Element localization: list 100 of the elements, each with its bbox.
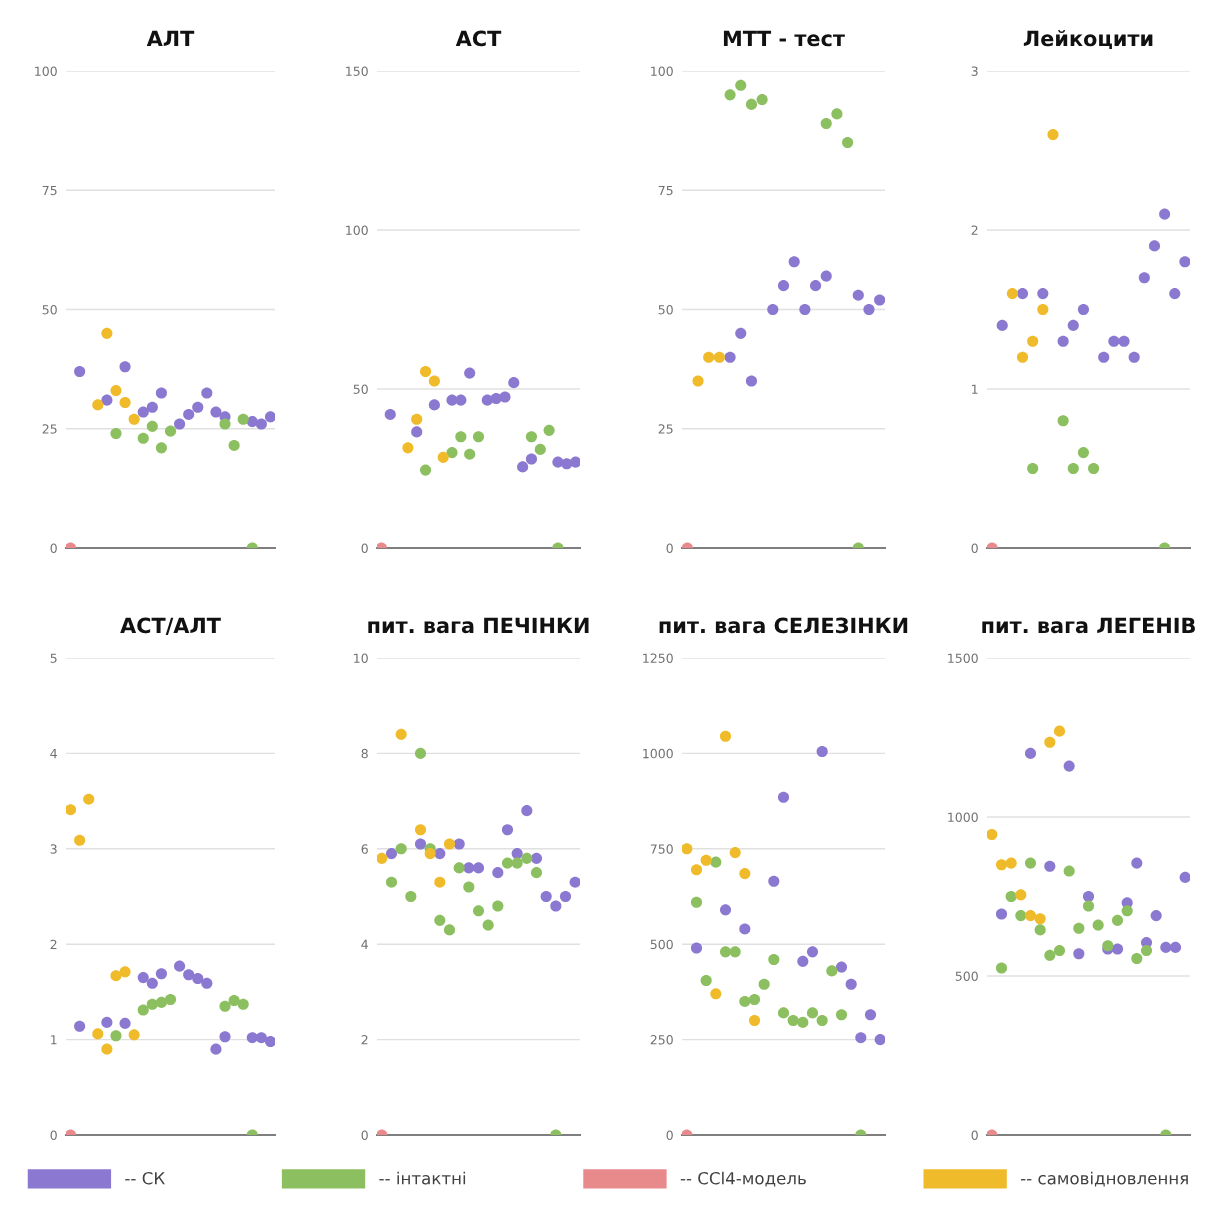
- point: [1037, 303, 1049, 316]
- point: [777, 280, 790, 292]
- point: [146, 420, 158, 432]
- point: [1016, 288, 1029, 300]
- point: [443, 924, 456, 936]
- point: [799, 303, 811, 316]
- point: [874, 294, 885, 306]
- point: [987, 828, 998, 841]
- point: [1024, 747, 1037, 759]
- point: [110, 385, 122, 397]
- point: [192, 401, 204, 413]
- point: [1063, 865, 1075, 877]
- point: [472, 862, 485, 874]
- point: [1027, 335, 1039, 347]
- point: [521, 852, 533, 864]
- point: [482, 919, 494, 931]
- chart-title: Лейкоцити: [1023, 30, 1153, 49]
- point: [719, 946, 732, 958]
- point: [1160, 941, 1172, 953]
- chart-title: пит. вага ПЕЧІНКИ: [368, 617, 589, 634]
- point: [228, 994, 240, 1007]
- point: [414, 747, 427, 759]
- point: [110, 427, 122, 440]
- chart-title: АСТ/АЛТ: [120, 617, 221, 635]
- point: [137, 1004, 149, 1016]
- y-tick-label: 500: [650, 939, 673, 950]
- point: [521, 805, 533, 817]
- y-tick-label: 150: [346, 66, 368, 76]
- point: [419, 365, 432, 378]
- point: [1082, 900, 1095, 912]
- point: [101, 394, 113, 406]
- point: [713, 351, 725, 363]
- y-tick-label: 1000: [643, 748, 673, 759]
- point: [246, 1032, 258, 1044]
- point: [228, 439, 240, 451]
- point: [464, 448, 476, 460]
- y-tick-label: 1: [51, 1035, 57, 1045]
- point: [453, 862, 465, 874]
- y-tick-label: 100: [651, 66, 673, 76]
- y-tick-label: 3: [50, 844, 57, 854]
- point: [1159, 208, 1171, 220]
- legend-label: -- інтактні: [379, 1171, 466, 1185]
- point: [739, 868, 751, 880]
- point: [1092, 919, 1104, 931]
- point: [1067, 319, 1079, 331]
- y-tick-label: 0: [361, 543, 368, 553]
- point: [820, 270, 832, 282]
- point: [525, 431, 538, 443]
- point: [1053, 945, 1066, 957]
- point: [864, 1009, 877, 1021]
- point: [758, 978, 770, 990]
- point: [119, 1017, 131, 1029]
- point: [835, 1009, 848, 1021]
- point: [411, 426, 423, 438]
- point: [831, 108, 843, 120]
- point: [66, 804, 77, 816]
- point: [768, 953, 780, 966]
- point: [996, 319, 1008, 331]
- point: [1121, 905, 1133, 917]
- point: [264, 411, 275, 423]
- point: [264, 1035, 275, 1048]
- point: [724, 351, 736, 363]
- point: [1138, 272, 1150, 284]
- point: [472, 905, 485, 917]
- point: [1016, 351, 1029, 363]
- point: [402, 442, 414, 454]
- legend-label: -- самовідновлення: [1020, 1171, 1188, 1187]
- point: [1057, 415, 1069, 427]
- point: [74, 365, 86, 378]
- point: [137, 972, 149, 984]
- point: [492, 867, 504, 879]
- point: [768, 875, 780, 887]
- point: [201, 387, 213, 399]
- point: [501, 824, 514, 836]
- point: [1118, 335, 1130, 347]
- point: [700, 974, 712, 987]
- point: [1179, 256, 1190, 268]
- y-tick-label: 8: [361, 748, 368, 759]
- point: [1024, 857, 1037, 869]
- point: [1111, 943, 1124, 955]
- point: [164, 993, 177, 1006]
- point: [219, 1000, 231, 1012]
- point: [788, 256, 800, 268]
- point: [385, 848, 398, 860]
- chart-title: пит. вага СЕЛЕЗІНКИ: [659, 617, 908, 634]
- point: [534, 443, 546, 455]
- point: [74, 1020, 86, 1032]
- point: [119, 396, 131, 409]
- y-tick-label: 0: [666, 1130, 673, 1140]
- point: [443, 838, 456, 850]
- point: [92, 399, 104, 411]
- point: [703, 351, 715, 363]
- point: [1044, 949, 1056, 961]
- point: [1063, 760, 1075, 772]
- point: [405, 890, 417, 903]
- point: [1044, 860, 1056, 872]
- point: [748, 993, 761, 1006]
- point: [419, 464, 432, 476]
- point: [255, 1032, 267, 1044]
- y-tick-label: 100: [35, 66, 57, 76]
